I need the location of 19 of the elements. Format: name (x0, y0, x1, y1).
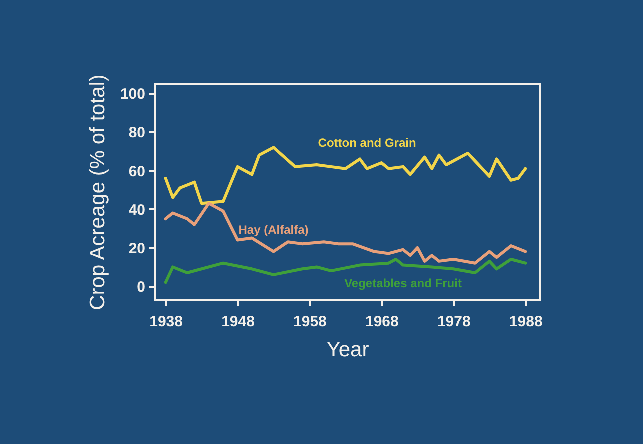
line-series (164, 202, 528, 265)
x-tick-label: 1938 (150, 314, 183, 330)
x-tick-label: 1958 (294, 314, 327, 330)
y-tick-label: 80 (128, 124, 146, 142)
y-tick-label: 100 (120, 86, 146, 104)
x-tick-label: 1948 (222, 314, 255, 330)
x-tick-label: 1968 (365, 314, 399, 330)
y-tick-label: 20 (128, 240, 146, 258)
x-axis-title: Year (326, 338, 370, 362)
x-tick-label: 1988 (509, 314, 543, 330)
y-axis-title: Crop Acreage (% of total) (86, 74, 110, 310)
x-tick-label: 1978 (437, 314, 471, 330)
y-tick-label: 60 (128, 163, 146, 180)
series-label: Cotton and Grain (318, 136, 416, 150)
line-series (164, 146, 528, 206)
y-tick-label: 0 (137, 279, 146, 296)
series-label: Hay (Alfalfa) (238, 222, 309, 237)
y-tick-label: 40 (128, 202, 146, 219)
series-label: Vegetables and Fruit (344, 276, 462, 290)
